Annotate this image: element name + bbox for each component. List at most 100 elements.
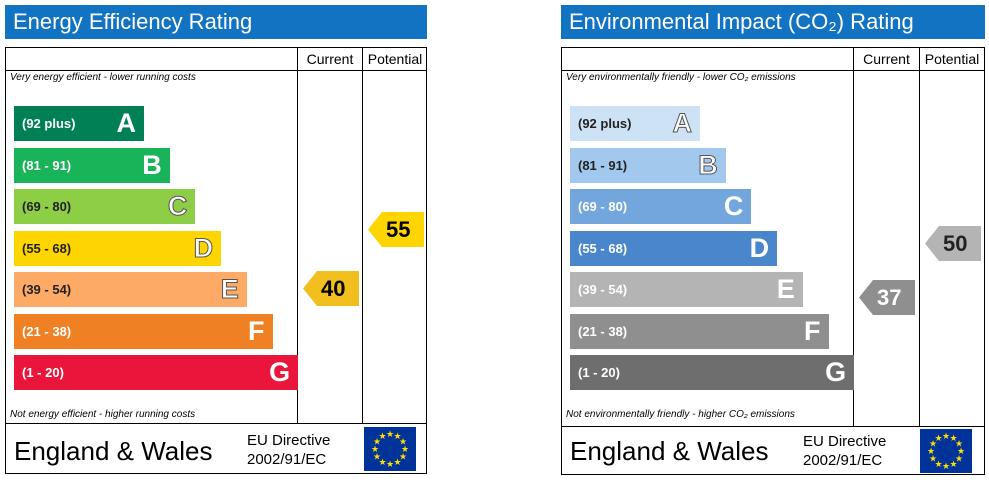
directive-label: EU Directive 2002/91/EC: [247, 431, 330, 469]
star-icon: ★: [378, 457, 386, 467]
directive-line-2: 2002/91/EC: [247, 451, 327, 468]
star-icon: ★: [393, 431, 401, 441]
directive-label: EU Directive 2002/91/EC: [803, 432, 886, 470]
eu-stars: ★★★★★★★★★ ★ ★★: [371, 429, 409, 469]
band-f: (21 - 38) F: [14, 313, 273, 349]
chart-title: Energy Efficiency Rating: [5, 5, 427, 39]
divider: [362, 48, 363, 423]
top-note: Very energy efficient - lower running co…: [10, 72, 196, 83]
chart-title-text: Environmental Impact (CO₂) Rating: [569, 9, 914, 34]
star-icon: ★: [401, 444, 409, 454]
region-label: England & Wales: [14, 436, 213, 466]
band-letter: E: [220, 274, 239, 305]
band-range-label: (1 - 20): [578, 365, 620, 380]
current-column-header: Current: [863, 51, 910, 67]
chart-title: Environmental Impact (CO₂) Rating: [561, 5, 985, 39]
potential-column-header: Potential: [367, 51, 423, 67]
star-icon: ★: [934, 433, 942, 443]
band-letter: G: [825, 357, 847, 387]
star-icon: ★: [373, 437, 381, 447]
band-b: (81 - 91) B: [570, 147, 726, 183]
divider: [853, 48, 854, 426]
directive-line-1: EU Directive: [803, 433, 887, 450]
band-range-label: (55 - 68): [578, 240, 628, 256]
current-rating-arrow: 40: [303, 270, 359, 306]
star-icon: ★: [393, 457, 401, 467]
band-range-label: (92 plus): [578, 116, 632, 131]
band-range-label: (21 - 38): [22, 323, 72, 339]
band-c: (69 - 80) C: [570, 189, 752, 224]
band-range-label: (81 - 91): [578, 157, 628, 173]
potential-rating-arrow: 55: [368, 211, 424, 247]
arrow-shape: [859, 279, 915, 315]
divider: [6, 423, 426, 424]
band-d: (55 - 68) D: [570, 230, 778, 266]
potential-rating-value: 50: [943, 230, 968, 256]
star-icon: ★: [399, 437, 407, 447]
environmental-impact-chart: Environmental Impact (CO₂) Rating Curren…: [561, 5, 985, 477]
eu-flag-icon: ★ ★ ★ ★ ★ ★ ★ ★ ★ ★ ★ ★: [364, 427, 416, 471]
band-range-label: (81 - 91): [22, 157, 72, 173]
region-label: England & Wales: [570, 436, 769, 466]
arrow-shape: [303, 270, 359, 306]
band-range-label: (1 - 20): [22, 365, 64, 380]
band-letter: F: [248, 315, 265, 346]
directive-line-2: 2002/91/EC: [803, 452, 883, 469]
potential-rating-value: 55: [386, 216, 411, 242]
current-rating-value: 37: [877, 284, 902, 310]
bottom-note: Not energy efficient - higher running co…: [10, 409, 196, 420]
current-rating-arrow: 37: [859, 279, 915, 315]
band-letter: G: [269, 357, 291, 387]
star-icon: ★: [373, 452, 381, 462]
star-icon: ★: [386, 459, 394, 469]
star-icon: ★: [957, 446, 965, 456]
arrow-shape: [925, 225, 981, 261]
energy-efficiency-chart: Energy Efficiency Rating Current Potenti…: [5, 5, 427, 477]
directive-line-1: EU Directive: [247, 432, 331, 449]
potential-rating-arrow: 50: [925, 225, 981, 261]
band-g: (1 - 20) G: [570, 355, 855, 390]
band-range-label: (92 plus): [22, 116, 76, 131]
potential-column-header: Potential: [924, 51, 980, 67]
band-g: (1 - 20) G: [14, 355, 299, 390]
band-letter: B: [698, 149, 718, 180]
band-a: (92 plus) A: [570, 106, 700, 141]
band-range-label: (69 - 80): [22, 199, 72, 214]
band-letter: C: [167, 191, 188, 222]
star-icon: ★: [942, 461, 950, 471]
current-rating-value: 40: [321, 275, 346, 301]
band-letter: E: [776, 274, 795, 304]
star-icon: ★: [949, 459, 957, 469]
band-a: (92 plus) A: [14, 106, 144, 141]
star-icon: ★: [927, 446, 935, 456]
eu-flag-icon: ★ ★ ★ ★ ★ ★ ★ ★ ★ ★ ★ ★: [920, 429, 972, 473]
star-icon: ★: [378, 431, 386, 441]
eu-stars: ★★★★★★★★★ ★ ★★: [927, 431, 965, 471]
star-icon: ★: [929, 439, 937, 449]
star-icon: ★: [955, 454, 963, 464]
band-e: (39 - 54) E: [14, 272, 247, 307]
star-icon: ★: [929, 454, 937, 464]
band-range-label: (39 - 54): [22, 282, 72, 297]
star-icon: ★: [386, 429, 394, 439]
band-range-label: (21 - 38): [578, 323, 628, 339]
divider: [562, 426, 984, 427]
band-f: (21 - 38) F: [570, 313, 829, 349]
arrow-shape: [368, 211, 424, 247]
band-range-label: (69 - 80): [578, 199, 628, 214]
band-letter: D: [749, 232, 770, 263]
band-e: (39 - 54) E: [570, 272, 803, 307]
band-c: (69 - 80) C: [14, 189, 196, 224]
divider: [6, 70, 426, 71]
rating-frame: Current Potential Very energy efficient …: [5, 47, 427, 474]
band-range-label: (39 - 54): [578, 282, 628, 297]
divider: [919, 48, 920, 426]
star-icon: ★: [949, 433, 957, 443]
band-letter: C: [723, 191, 744, 221]
star-icon: ★: [399, 452, 407, 462]
rating-frame: Current Potential Very environmentally f…: [561, 47, 985, 475]
band-letter: D: [193, 232, 214, 263]
band-letter: B: [142, 149, 162, 180]
band-letter: A: [116, 108, 137, 138]
band-d: (55 - 68) D: [14, 230, 222, 266]
